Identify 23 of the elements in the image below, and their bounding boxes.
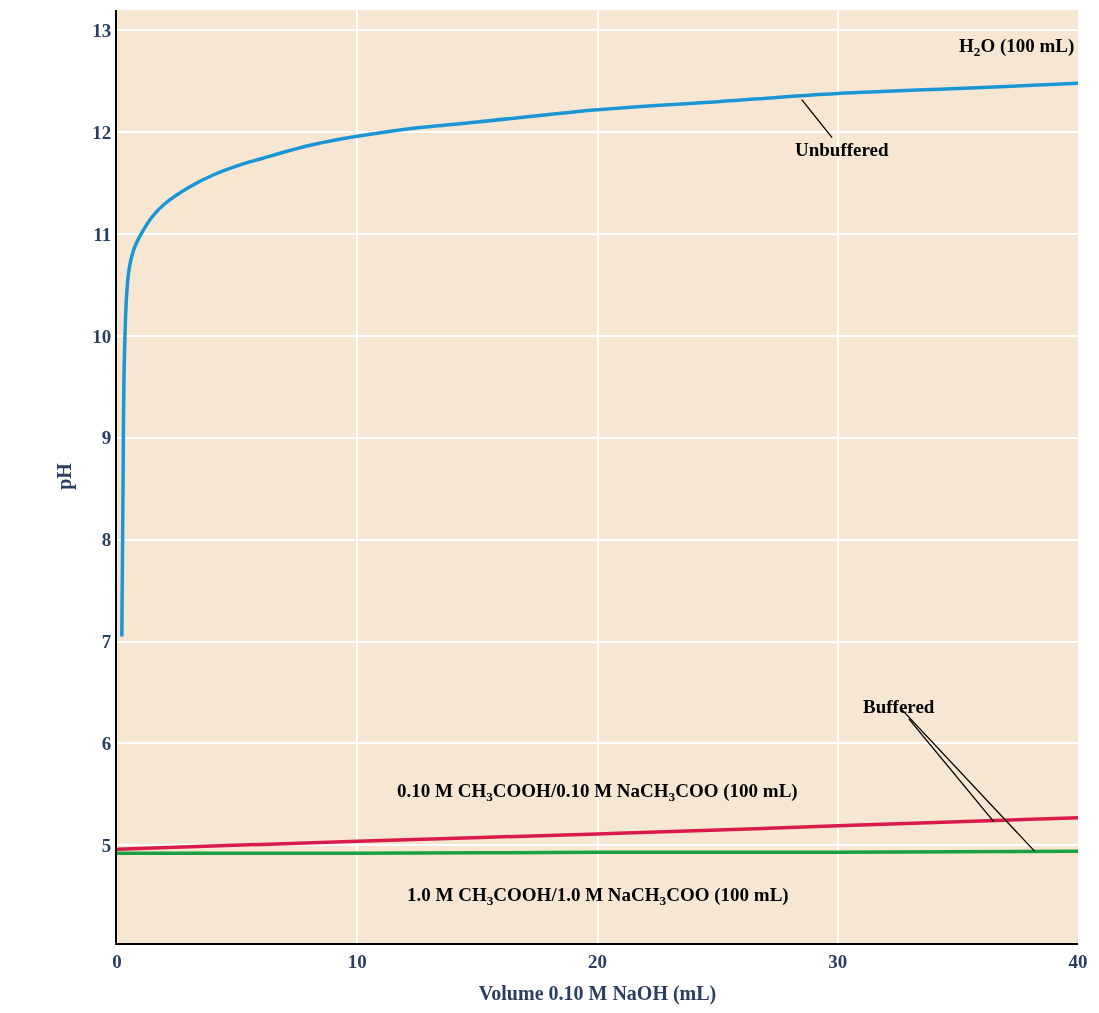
y-tick-label: 12: [92, 121, 112, 143]
x-tick-label: 10: [347, 950, 367, 972]
y-tick-label: 11: [93, 223, 112, 245]
x-axis-title: Volume 0.10 M NaOH (mL): [478, 981, 717, 1005]
series-label: 1.0 M CH$_{3}$COOH/1.0 M NaCH$_{3}$COO (100 mL): [407, 884, 789, 908]
y-axis-title: pH: [53, 462, 77, 490]
y-tick-label: 8: [101, 529, 112, 551]
line-series: [120, 81, 1078, 639]
y-tick-label: 10: [92, 325, 112, 347]
series-label: H$_{2}$O (100 mL): [959, 35, 1075, 59]
y-tick-label: 5: [101, 834, 112, 856]
y-tick-label: 6: [101, 733, 112, 755]
y-tick-label: 13: [92, 20, 112, 42]
x-tick-label: 0: [112, 950, 122, 972]
y-tick-label: 7: [101, 631, 112, 653]
x-tick-label: 20: [588, 950, 607, 972]
x-tick-label: 30: [828, 950, 848, 972]
annotation: Unbuffered: [795, 139, 890, 160]
series-label: 0.10 M CH$_{3}$COOH/0.10 M NaCH$_{3}$COO (100 mL): [397, 780, 798, 804]
y-tick-label: 9: [101, 427, 112, 449]
annotation: Buffered: [863, 696, 935, 717]
line-series: [117, 815, 1078, 852]
x-tick-label: 40: [1068, 950, 1088, 972]
